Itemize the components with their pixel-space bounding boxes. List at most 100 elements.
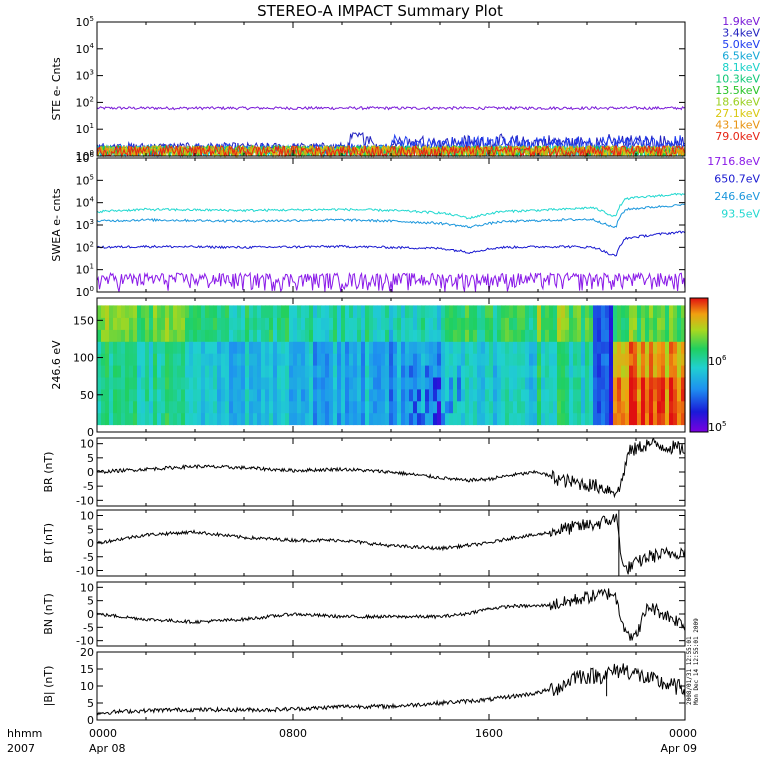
spectrogram-cell [561, 341, 566, 354]
spectrogram-cell [217, 388, 222, 402]
spectrogram-cell [605, 305, 610, 318]
spectrogram-cell [241, 305, 246, 318]
spectrogram-cell [461, 317, 466, 330]
spectrogram-cell [509, 388, 514, 402]
spectrogram-cell [673, 388, 678, 402]
y-tick-label: 5 [87, 452, 94, 465]
spectrogram-cell [229, 317, 234, 330]
spectrogram-cell [473, 341, 478, 354]
spectrogram-cell [661, 412, 666, 426]
spectrogram-cell [505, 400, 510, 414]
spectrogram-cell [341, 388, 346, 402]
spectrogram-cell [469, 388, 474, 402]
spectrogram-cell [369, 412, 374, 426]
spectrogram-cell [277, 317, 282, 330]
spectrogram-cell [661, 305, 666, 318]
spectrogram-cell [185, 305, 190, 318]
spectrogram-cell [533, 341, 538, 354]
spectrogram-cell [309, 353, 314, 366]
spectrogram-cell [465, 376, 470, 390]
spectrogram-cell [441, 305, 446, 318]
spectrogram-cell [549, 353, 554, 366]
spectrogram-cell [133, 412, 138, 426]
spectrogram-cell [485, 305, 490, 318]
spectrogram-cell [461, 376, 466, 390]
spectrogram-cell [621, 412, 626, 426]
spectrogram-cell [437, 341, 442, 354]
spectrogram-cell [517, 376, 522, 390]
spectrogram-cell [601, 400, 606, 414]
legend-entry: 246.6eV [714, 190, 760, 203]
spectrogram-cell [505, 305, 510, 318]
spectrogram-cell [365, 400, 370, 414]
spectrogram-cell [513, 341, 518, 354]
spectrogram-cell [353, 400, 358, 414]
spectrogram-cell [285, 341, 290, 354]
spectrogram-cell [389, 376, 394, 390]
spectrogram-cell [669, 388, 674, 402]
spectrogram-cell [109, 388, 114, 402]
y-tick-label: 102 [76, 95, 94, 109]
spectrogram-cell [625, 400, 630, 414]
spectrogram-cell [189, 317, 194, 330]
spectrogram-cell [345, 305, 350, 318]
spectrogram-cell [457, 317, 462, 330]
spectrogram-cell [205, 388, 210, 402]
spectrogram-cell [673, 317, 678, 330]
spectrogram-cell [357, 365, 362, 378]
spectrogram-cell [517, 317, 522, 330]
spectrogram-cell [325, 376, 330, 390]
spectrogram-cell [433, 388, 438, 402]
spectrogram-cell [393, 353, 398, 366]
y-tick-label: 5 [87, 697, 94, 710]
spectrogram-cell [561, 365, 566, 378]
spectrogram-cell [625, 305, 630, 318]
spectrogram-cell [237, 353, 242, 366]
spectrogram-cell [209, 305, 214, 318]
spectrogram-cell [357, 400, 362, 414]
spectrogram-cell [589, 365, 594, 378]
spectrogram-cell [417, 388, 422, 402]
spectrogram-cell [325, 353, 330, 366]
spectrogram-cell [517, 388, 522, 402]
spectrogram-cell [249, 376, 254, 390]
spectrogram-cell [597, 412, 602, 426]
spectrogram-cell [641, 305, 646, 318]
spectrogram-cell [181, 388, 186, 402]
spectrogram-cell [549, 376, 554, 390]
x-tick-label-date: Apr 09 [660, 742, 697, 755]
spectrogram-cell [349, 376, 354, 390]
spectrogram-cell [589, 388, 594, 402]
spectrogram-cell [197, 341, 202, 354]
spectrogram-cell [317, 388, 322, 402]
spectrogram-cell [325, 329, 330, 342]
spectrogram-cell [581, 412, 586, 426]
spectrogram-cell [497, 305, 502, 318]
spectrogram-cell [265, 353, 270, 366]
spectrogram-cell [177, 317, 182, 330]
spectrogram-cell [269, 341, 274, 354]
spectrogram-cell [317, 305, 322, 318]
spectrogram-cell [133, 341, 138, 354]
spectrogram-cell [269, 400, 274, 414]
spectrogram-cell [517, 329, 522, 342]
spectrogram-cell [529, 353, 534, 366]
spectrogram-cell [405, 317, 410, 330]
spectrogram-cell [625, 317, 630, 330]
spectrogram-cell [417, 365, 422, 378]
spectrogram-cell [637, 376, 642, 390]
spectrogram-cell [453, 329, 458, 342]
spectrogram-cell [273, 400, 278, 414]
spectrogram-cell [677, 365, 682, 378]
legend-entry: 79.0keV [715, 130, 760, 143]
spectrogram-cell [185, 329, 190, 342]
spectrogram-cell [333, 329, 338, 342]
y-tick-label: 100 [76, 285, 94, 299]
spectrogram-cell [217, 341, 222, 354]
spectrogram-cell [421, 412, 426, 426]
spectrogram-cell [669, 376, 674, 390]
spectrogram-cell [525, 365, 530, 378]
spectrogram-cell [357, 388, 362, 402]
spectrogram-cell [677, 317, 682, 330]
